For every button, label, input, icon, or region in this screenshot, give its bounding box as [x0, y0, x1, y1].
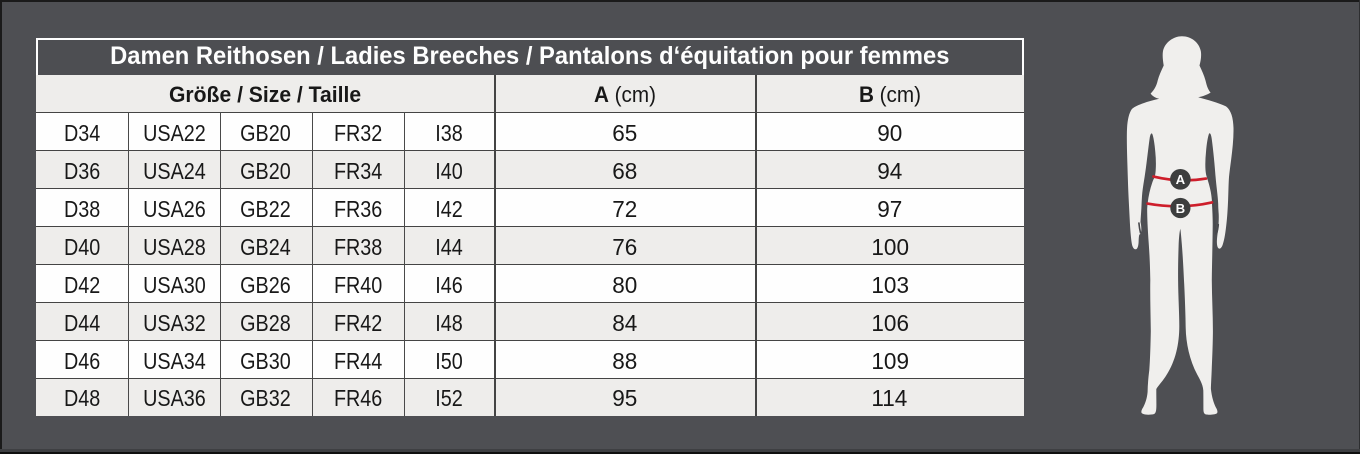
svg-text:A: A — [1176, 172, 1186, 187]
svg-text:B: B — [1176, 201, 1186, 216]
